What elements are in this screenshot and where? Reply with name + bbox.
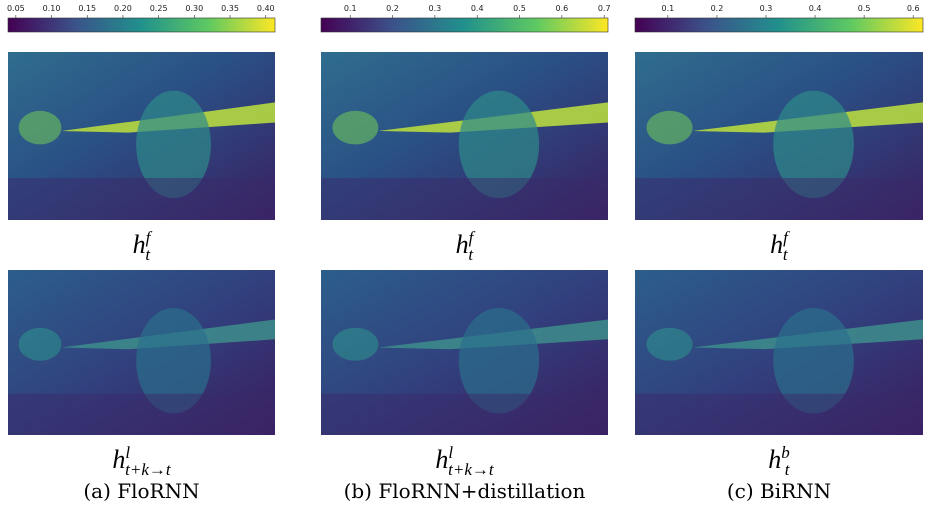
colorbar-tick-label: 0.7 <box>598 4 611 13</box>
colorbar-tick-label: 0.10 <box>43 4 61 13</box>
ground <box>635 394 923 435</box>
math-base: h <box>435 445 448 474</box>
feature-image <box>635 270 923 435</box>
feature-image <box>321 52 608 220</box>
colorbar-tick-label: 0.30 <box>185 4 203 13</box>
math-sub: t+k→t <box>125 460 172 479</box>
feature-image <box>8 52 275 220</box>
colorbar-tick-label: 0.6 <box>555 4 568 13</box>
colorbar-tick-label: 0.20 <box>114 4 132 13</box>
math-base: h <box>456 230 469 259</box>
colorbar-tick-label: 0.25 <box>150 4 168 13</box>
glow <box>332 328 378 361</box>
colorbar <box>8 18 275 32</box>
colorbar-tick-label: 0.1 <box>662 4 675 13</box>
colorbar <box>321 18 608 32</box>
feature-image <box>635 52 923 220</box>
feature-image <box>8 270 275 435</box>
feature-image <box>321 270 608 435</box>
colorbar-tick-label: 0.2 <box>386 4 399 13</box>
caption: (b) FloRNN+distillation <box>344 479 586 503</box>
caption: (a) FloRNN <box>83 479 199 503</box>
figure: 0.05 0.10 0.15 0.20 0.25 0.30 0.35 0.40 hft hlt+k… <box>0 0 932 512</box>
colorbar-tick-label: 0.3 <box>760 4 773 13</box>
colorbar-tick-label: 0.5 <box>513 4 526 13</box>
colorbar-tick-label: 0.6 <box>907 4 920 13</box>
caption: (c) BiRNN <box>727 479 831 503</box>
colorbar-tick-label: 0.1 <box>344 4 357 13</box>
colorbar-tick-label: 0.5 <box>858 4 871 13</box>
math-base: h <box>768 445 781 474</box>
glow <box>647 111 693 145</box>
colorbar-tick-label: 0.40 <box>257 4 275 13</box>
math-sub: t+k→t <box>448 460 495 479</box>
colorbar-tick-label: 0.4 <box>471 4 484 13</box>
math-sub: t <box>145 245 151 264</box>
math-sub: t <box>468 245 474 264</box>
colorbar-tick-label: 0.15 <box>78 4 96 13</box>
glow <box>19 328 62 361</box>
math-base: h <box>112 445 125 474</box>
ground <box>321 178 608 220</box>
colorbar-tick-label: 0.3 <box>429 4 442 13</box>
colorbar-tick-label: 0.2 <box>711 4 724 13</box>
math-sub: t <box>785 460 791 479</box>
math-base: h <box>133 230 146 259</box>
glow <box>647 328 693 361</box>
ground <box>635 178 923 220</box>
colorbar-tick-label: 0.35 <box>221 4 239 13</box>
ground <box>8 394 275 435</box>
glow <box>332 111 378 145</box>
colorbar-tick-label: 0.05 <box>7 4 25 13</box>
math-sub: t <box>783 245 789 264</box>
colorbar-tick-label: 0.4 <box>809 4 822 13</box>
colorbar <box>635 18 923 32</box>
math-base: h <box>770 230 783 259</box>
glow <box>19 111 62 145</box>
ground <box>321 394 608 435</box>
ground <box>8 178 275 220</box>
